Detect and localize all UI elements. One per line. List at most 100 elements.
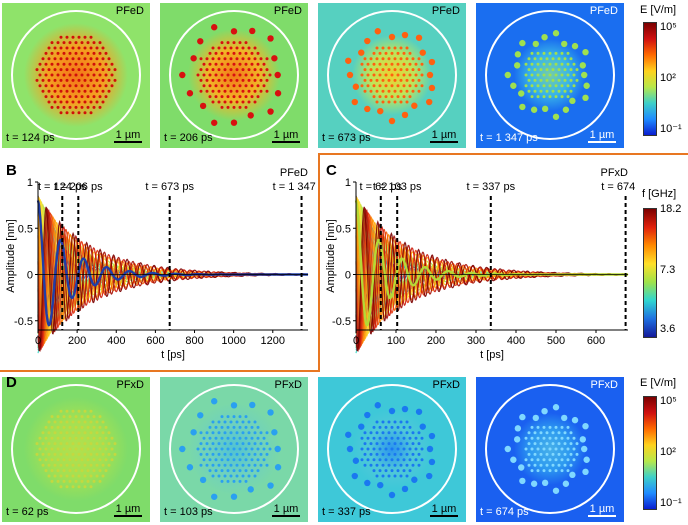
field-mode-label: PFxD [116,379,145,391]
field-mode-label: PFxD [274,379,303,391]
domain-dots [504,30,590,120]
x-tick-label: 400 [507,335,525,347]
y-tick-label: -0.5 [332,316,351,328]
domain-dots [345,28,436,125]
field-time-label: t = 124 ps [6,132,55,144]
time-marker-label: t = 206 ps [54,181,103,193]
x-tick-label: 600 [587,335,605,347]
x-tick-label: 0 [35,335,41,347]
scale-bar-label: 1 µm [115,503,141,515]
scale-bar: 1 µm [588,129,616,144]
colorbar-f [643,208,657,338]
scale-bar: 1 µm [272,503,300,518]
field-time-label: t = 673 ps [322,132,371,144]
x-tick-label: 500 [547,335,565,347]
scale-bar: 1 µm [588,503,616,518]
chart-b: t = 124 pst = 206 ps t = 673 ps t = 1 347 … [5,167,320,361]
scale-bar: 1 µm [114,129,142,144]
colorbar-e-bottom-tick-min: 10⁻¹ [660,497,682,509]
scale-bar: 1 µm [430,129,458,144]
x-tick-label: 1200 [261,335,285,347]
field-image-d-4: PFxD t = 674 ps 1 µm [476,377,624,522]
scale-bar-line [588,141,616,143]
colorbar-e-title-bottom: E [V/m] [640,377,677,389]
x-axis-label: t [ps] [161,349,185,361]
y-axis-label: Amplitude [nm] [325,219,337,292]
domain-dots [179,398,282,500]
scale-bar-line [272,141,300,143]
y-tick-label: -0.5 [14,316,33,328]
field-mode-label: PFeD [273,5,302,17]
y-tick-label: 1 [345,177,351,189]
y-tick-label: 0.5 [18,223,33,235]
x-axis-label: t [ps] [480,349,504,361]
scale-bar-label: 1 µm [273,129,299,141]
field-image-d-2: PFxD t = 103 ps 1 µm [160,377,308,522]
scale-bar-line [430,515,458,517]
field-mode-label: PFeD [115,5,144,17]
x-tick-label: 800 [185,335,203,347]
colorbar-e-top-tick-max: 10⁵ [660,21,677,33]
x-tick-label: 200 [68,335,86,347]
domain-dots [345,402,436,499]
scale-bar-label: 1 µm [589,129,615,141]
field-image-a-3: PFeD t = 673 ps 1 µm [318,3,466,148]
scale-bar-line [114,515,142,517]
x-tick-label: 100 [387,335,405,347]
field-image-d-1: PFxD t = 62 ps 1 µm [2,377,150,522]
domain-dots [179,24,282,126]
colorbar-f-tick-min: 3.6 [660,323,676,335]
x-tick-label: 1000 [221,335,245,347]
scale-bar-label: 1 µm [431,503,457,515]
scale-bar-label: 1 µm [431,129,457,141]
field-image-a-1: PFeD t = 124 ps 1 µm [2,3,150,148]
time-marker-label: t = 124 ps [38,181,87,193]
scale-bar-label: 1 µm [273,503,299,515]
field-image-a-4: PFeD t = 1 347 ps 1 µm [476,3,624,148]
colorbar-e-top-tick-min: 10⁻¹ [660,123,682,135]
time-marker-label: t = 674 ps [601,181,638,193]
field-mode-label: PFxD [432,379,461,391]
field-image-a-2: PFeD t = 206 ps 1 µm [160,3,308,148]
y-tick-label: 0 [27,270,33,282]
chart-c: t = 62 pst = 103 ps t = 337 ps t = 674 ps 0… [325,167,638,361]
scale-bar-line [114,141,142,143]
colorbar-e-title-top: E [V/m] [640,4,677,16]
scale-bar: 1 µm [430,503,458,518]
colorbar-f-tick-mid: 7.3 [660,264,676,276]
field-time-label: t = 103 ps [164,506,213,518]
panel-letter-c: C [326,162,337,179]
time-marker-label: t = 673 ps [145,181,194,193]
colorbar-e-bottom-tick-max: 10⁵ [660,395,677,407]
y-tick-label: 0.5 [336,223,351,235]
field-time-label: t = 1 347 ps [480,132,538,144]
panel-divider-top [318,153,688,155]
colorbar-e-bottom-tick-mid: 10² [660,446,676,458]
scale-bar-label: 1 µm [589,503,615,515]
time-marker-label: t = 337 ps [466,181,515,193]
scale-bar: 1 µm [114,503,142,518]
colorbar-e-top-tick-mid: 10² [660,72,676,84]
field-mode-label: PFeD [589,5,618,17]
scale-bar: 1 µm [272,129,300,144]
field-image-d-3: PFxD t = 337 ps 1 µm [318,377,466,522]
field-time-label: t = 674 ps [480,506,529,518]
scale-bar-line [588,515,616,517]
panel-letter-b: B [6,162,17,179]
x-tick-label: 0 [353,335,359,347]
field-time-label: t = 62 ps [6,506,49,518]
panel-letter-d: D [6,374,17,391]
colorbar-f-tick-max: 18.2 [660,203,682,215]
field-time-label: t = 206 ps [164,132,213,144]
scale-bar-line [272,515,300,517]
time-marker-label: t = 103 ps [373,181,422,193]
domain-dots [35,35,117,115]
y-tick-label: 1 [27,177,33,189]
panel-divider-bottom [0,370,320,372]
time-marker-label: t = 62 ps [360,181,403,193]
field-mode-label: PFxD [590,379,619,391]
scale-bar-label: 1 µm [115,129,141,141]
panel-divider-vertical [318,153,320,372]
domain-dots [35,409,117,489]
colorbar-e-top [643,22,657,136]
